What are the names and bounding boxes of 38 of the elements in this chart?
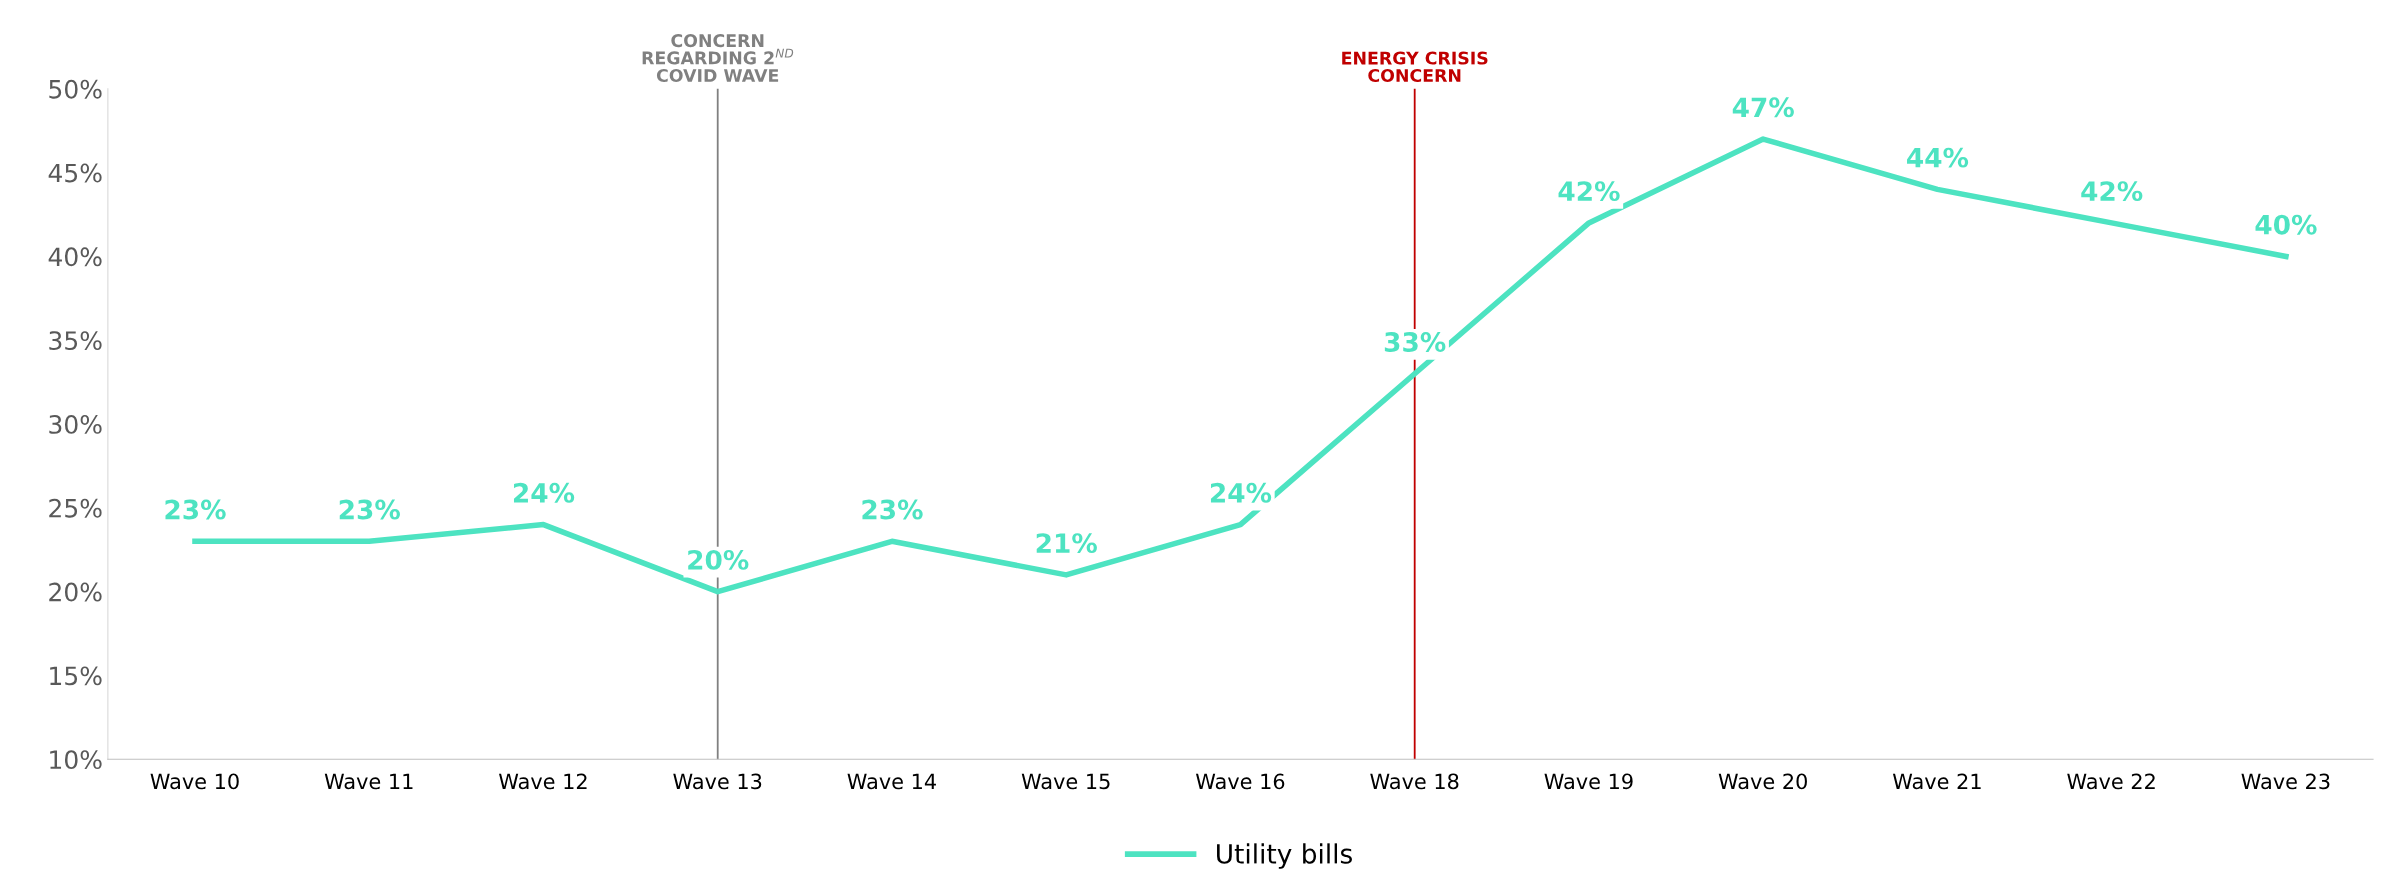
y-tick-label: 45% xyxy=(48,163,102,183)
x-tick-label: Wave 20 xyxy=(1718,773,1807,790)
x-tick-label: Wave 13 xyxy=(673,773,762,790)
x-tick-label: Wave 12 xyxy=(499,773,587,790)
x-tick-label: Wave 11 xyxy=(324,773,413,790)
data-label: 20% xyxy=(688,549,749,570)
data-label: 21% xyxy=(1036,533,1097,554)
y-tick-label: 20% xyxy=(49,582,102,602)
y-tick-label: 15% xyxy=(50,666,102,686)
ref-line-label: ENERGY CRISIS CONCERN xyxy=(1342,51,1488,83)
data-label: 23% xyxy=(165,499,226,520)
y-tick-label: 25% xyxy=(49,498,102,518)
data-label: 40% xyxy=(2255,214,2317,235)
y-tick-label: 40% xyxy=(48,247,102,267)
legend-label: Utility bills xyxy=(1217,843,1352,869)
x-tick-label: Wave 19 xyxy=(1544,773,1633,790)
data-label: 24% xyxy=(513,482,575,503)
y-tick-label: 30% xyxy=(49,414,102,434)
x-tick-label: Wave 10 xyxy=(150,773,239,790)
data-label: 44% xyxy=(1907,147,1969,168)
data-label: 42% xyxy=(2081,181,2143,202)
x-tick-label: Wave 23 xyxy=(2241,773,2330,790)
y-tick-label: 50% xyxy=(49,79,102,99)
y-tick-label: 35% xyxy=(49,331,102,351)
ref-line-label: CONCERN REGARDING 2$^{ND}$ COVID WAVE xyxy=(642,34,794,83)
y-tick-label: 10% xyxy=(50,750,102,770)
x-tick-label: Wave 15 xyxy=(1021,773,1110,790)
data-label: 23% xyxy=(862,499,923,520)
data-label: 47% xyxy=(1732,97,1794,118)
x-tick-label: Wave 21 xyxy=(1892,773,1981,790)
data-label: 23% xyxy=(339,499,400,520)
data-label: 33% xyxy=(1384,332,1446,352)
x-tick-label: Wave 16 xyxy=(1195,773,1285,790)
data-label: 24% xyxy=(1210,482,1272,503)
x-tick-label: Wave 18 xyxy=(1370,773,1459,790)
x-tick-label: Wave 22 xyxy=(2067,773,2155,790)
data-label: 42% xyxy=(1558,181,1620,202)
x-tick-label: Wave 14 xyxy=(847,773,936,790)
